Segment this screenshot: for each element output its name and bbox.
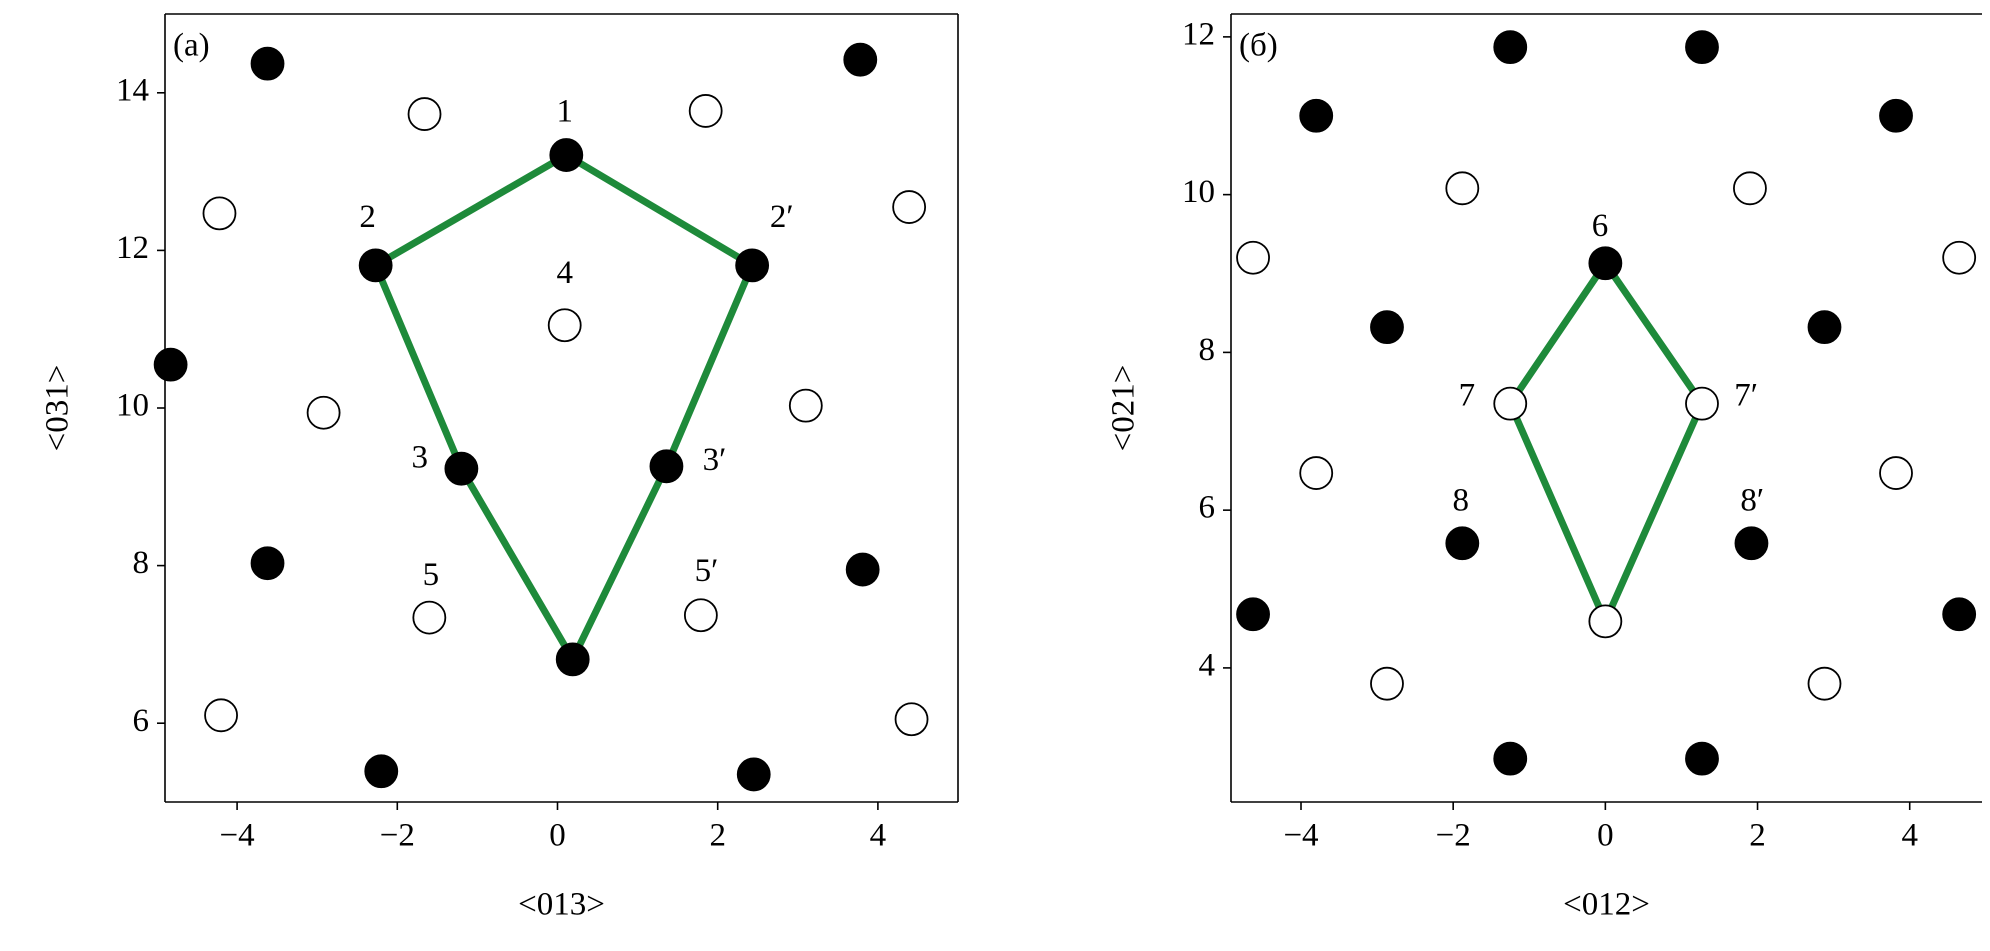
y-tick-label: 10 xyxy=(116,388,149,424)
point xyxy=(153,347,188,382)
point xyxy=(1370,666,1404,701)
point-label: 5 xyxy=(423,557,440,593)
panel-label: (a) xyxy=(173,28,210,64)
point xyxy=(1733,171,1767,206)
point-label: 8 xyxy=(1453,483,1470,519)
panel-label: (б) xyxy=(1239,28,1278,64)
point xyxy=(1734,526,1769,561)
point xyxy=(1879,98,1913,133)
point xyxy=(1445,526,1480,561)
point xyxy=(1685,741,1719,776)
point xyxy=(683,598,718,633)
y-tick-label: 6 xyxy=(1199,490,1216,526)
point xyxy=(1236,597,1270,632)
point xyxy=(1445,171,1480,206)
x-tick-label: 0 xyxy=(549,818,566,854)
x-tick-label: 2 xyxy=(709,818,726,854)
x-axis-label: <012> xyxy=(1563,887,1650,923)
point xyxy=(1685,386,1719,421)
point xyxy=(1807,666,1842,701)
y-axis-label: <021> xyxy=(1106,365,1142,452)
point xyxy=(1942,597,1977,632)
y-axis-label: <031> xyxy=(40,365,76,452)
y-tick-label: 14 xyxy=(116,72,149,108)
point xyxy=(1493,30,1528,65)
point xyxy=(549,138,584,172)
point-label: 3′ xyxy=(703,442,727,478)
point xyxy=(1942,240,1977,275)
y-tick-label: 8 xyxy=(133,545,150,581)
point-label: 5′ xyxy=(695,553,719,589)
point-label: 6 xyxy=(1592,208,1609,244)
y-tick-label: 10 xyxy=(1182,174,1215,210)
point xyxy=(649,449,684,484)
point xyxy=(412,600,447,635)
x-tick-label: −2 xyxy=(380,818,415,854)
point-label: 1 xyxy=(556,94,573,130)
point xyxy=(1807,310,1842,345)
point xyxy=(204,698,238,733)
point xyxy=(547,308,582,343)
point xyxy=(1588,604,1623,639)
point-label: 2′ xyxy=(770,199,794,235)
x-tick-label: 0 xyxy=(1597,818,1614,854)
y-tick-label: 12 xyxy=(1182,16,1215,52)
point xyxy=(736,757,771,792)
point xyxy=(202,196,237,231)
point xyxy=(735,248,770,283)
point xyxy=(1299,98,1334,133)
point-label: 4 xyxy=(556,255,573,291)
x-tick-label: −4 xyxy=(1283,818,1318,854)
point xyxy=(843,42,878,77)
point xyxy=(1879,456,1913,490)
y-tick-label: 4 xyxy=(1199,647,1216,683)
point xyxy=(250,546,285,581)
point-label: 8′ xyxy=(1740,483,1764,519)
y-tick-label: 12 xyxy=(116,230,149,266)
point xyxy=(444,451,479,486)
point xyxy=(892,190,927,224)
point-label: 7 xyxy=(1459,378,1476,414)
x-tick-label: −4 xyxy=(220,818,255,854)
point xyxy=(788,388,823,423)
point xyxy=(407,97,442,131)
point-label: 3 xyxy=(411,440,428,476)
point xyxy=(1236,240,1270,275)
point xyxy=(306,395,341,430)
point xyxy=(1370,310,1404,345)
point xyxy=(1588,246,1623,281)
x-axis-label: <013> xyxy=(518,887,605,923)
point xyxy=(555,642,590,677)
point xyxy=(1685,30,1719,65)
point-label: 7′ xyxy=(1734,378,1758,414)
y-tick-label: 8 xyxy=(1199,332,1216,368)
point xyxy=(1493,741,1528,776)
point xyxy=(1493,386,1528,421)
point xyxy=(894,702,929,737)
point xyxy=(688,94,723,128)
point xyxy=(845,552,880,587)
point xyxy=(1299,456,1334,490)
point xyxy=(364,754,399,789)
x-tick-label: 4 xyxy=(870,818,887,854)
polygon-line xyxy=(1506,261,1706,631)
point xyxy=(358,248,393,283)
x-tick-label: 4 xyxy=(1901,818,1918,854)
y-tick-label: 6 xyxy=(133,703,150,739)
point xyxy=(250,46,285,81)
x-tick-label: −2 xyxy=(1436,818,1471,854)
point-label: 2 xyxy=(359,199,376,235)
x-tick-label: 2 xyxy=(1749,818,1766,854)
